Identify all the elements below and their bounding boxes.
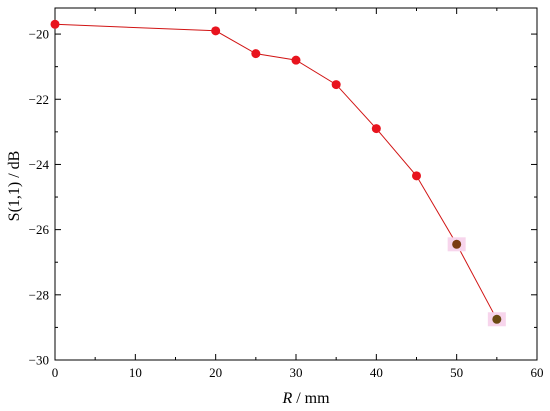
y-tick-label: −28 bbox=[29, 287, 49, 302]
data-point bbox=[412, 171, 421, 181]
x-tick-label: 30 bbox=[290, 365, 303, 380]
data-point bbox=[492, 314, 502, 324]
x-tick-label: 10 bbox=[129, 365, 142, 380]
x-axis-unit: / mm bbox=[292, 390, 330, 407]
x-tick-label: 40 bbox=[370, 365, 383, 380]
data-point bbox=[331, 80, 341, 90]
x-axis-variable: R bbox=[281, 390, 292, 407]
y-tick-label: −20 bbox=[29, 27, 49, 42]
x-tick-label: 20 bbox=[209, 365, 222, 380]
data-point bbox=[452, 239, 462, 249]
series-line bbox=[54, 23, 498, 320]
x-axis-title: R / mm bbox=[281, 390, 330, 407]
y-axis-title: S(1,1) / dB bbox=[6, 151, 23, 222]
data-point bbox=[251, 49, 261, 59]
y-tick-label: −22 bbox=[29, 92, 49, 107]
x-tick-label: 50 bbox=[450, 365, 463, 380]
x-tick-label: 0 bbox=[52, 365, 59, 380]
data-point bbox=[211, 26, 221, 36]
data-point bbox=[291, 55, 301, 65]
data-point bbox=[371, 124, 381, 134]
y-tick-label: −30 bbox=[29, 353, 49, 368]
y-tick-label: −24 bbox=[29, 157, 50, 172]
data-point bbox=[50, 19, 60, 29]
y-tick-label: −26 bbox=[29, 222, 50, 237]
plot-area: 0 10 20 30 40 50 60 −20 −22 −24 −26 −28 −30 bbox=[29, 7, 544, 380]
x-tick-label: 60 bbox=[531, 365, 544, 380]
